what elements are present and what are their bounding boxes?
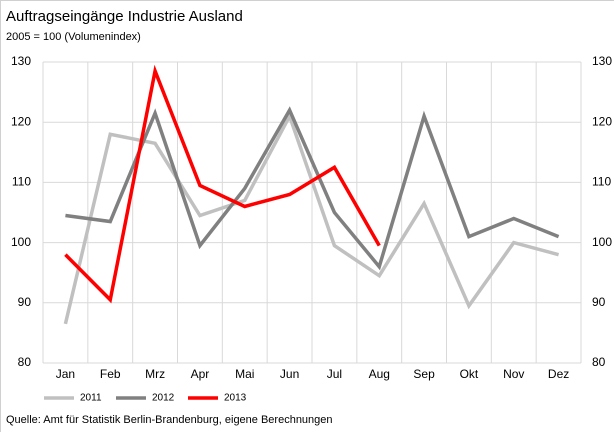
y-tick-label: 80 xyxy=(18,355,32,369)
series-line xyxy=(65,106,560,271)
source-note: Quelle: Amt für Statistik Berlin-Branden… xyxy=(6,414,333,426)
x-tick-label: Feb xyxy=(100,367,121,381)
x-tick-label: Okt xyxy=(460,367,479,381)
x-tick-label: Sep xyxy=(413,367,435,381)
chart-subtitle: 2005 = 100 (Volumenindex) xyxy=(6,31,141,43)
x-tick-label: Mai xyxy=(235,367,254,381)
y2-tick-label: 90 xyxy=(592,295,606,309)
x-tick-label: Dez xyxy=(548,367,569,381)
x-tick-label: Nov xyxy=(503,367,524,381)
y-tick-label: 90 xyxy=(18,295,32,309)
x-tick-label: Mrz xyxy=(145,367,165,381)
chart-title: Auftragseingänge Industrie Ausland xyxy=(6,8,243,25)
y-tick-label: 130 xyxy=(11,54,31,68)
y2-tick-label: 120 xyxy=(592,114,612,128)
y2-tick-label: 110 xyxy=(592,175,611,189)
x-tick-label: Apr xyxy=(191,367,210,381)
legend-label: 2012 xyxy=(152,393,175,404)
y-tick-label: 120 xyxy=(11,114,31,128)
y2-tick-label: 130 xyxy=(592,54,612,68)
x-tick-label: Jun xyxy=(280,367,299,381)
y2-tick-label: 100 xyxy=(592,235,612,249)
x-tick-label: Jan xyxy=(56,367,75,381)
y-tick-label: 110 xyxy=(12,175,31,189)
x-tick-label: Jul xyxy=(327,367,342,381)
y2-tick-label: 80 xyxy=(592,355,606,369)
x-tick-label: Aug xyxy=(369,367,390,381)
legend-label: 2013 xyxy=(224,393,247,404)
legend-label: 2011 xyxy=(80,393,102,404)
series-line xyxy=(64,64,381,304)
y-tick-label: 100 xyxy=(11,235,31,249)
